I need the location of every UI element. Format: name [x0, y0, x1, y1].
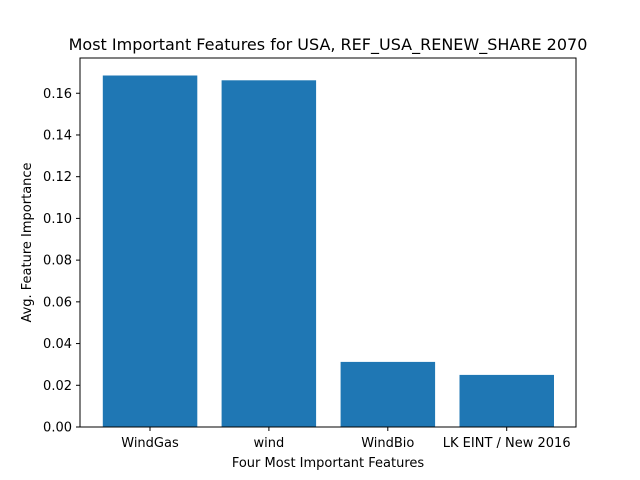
- y-axis: 0.00 0.02 0.04 0.06 0.08 0.10 0.12 0.14 0.16: [43, 87, 80, 436]
- y-tick-label-4: 0.08: [43, 254, 72, 269]
- y-tick-label-2: 0.04: [43, 337, 72, 352]
- x-tick-label-3: LK EINT / New 2016: [443, 436, 571, 451]
- y-tick-label-1: 0.02: [43, 379, 72, 394]
- x-axis-label: Four Most Important Features: [232, 456, 425, 471]
- x-tick-label-1: wind: [254, 436, 285, 451]
- y-tick-label-5: 0.10: [43, 212, 72, 227]
- bar-1: [221, 80, 317, 428]
- plot-frame: [79, 57, 577, 428]
- y-tick-label-0: 0.00: [43, 421, 72, 436]
- y-tick-label-7: 0.14: [43, 128, 72, 143]
- y-tick-label-6: 0.12: [43, 170, 72, 185]
- bar-0: [102, 75, 198, 427]
- y-axis-label: Avg. Feature Importance: [20, 162, 35, 322]
- chart-title: Most Important Features for USA, REF_USA…: [69, 35, 588, 55]
- y-tick-label-3: 0.06: [43, 295, 72, 310]
- x-tick-label-2: WindBio: [361, 436, 414, 451]
- x-axis: WindGas wind WindBio LK EINT / New 2016: [121, 427, 571, 451]
- bar-group: [102, 75, 554, 428]
- y-tick-label-8: 0.16: [43, 87, 72, 102]
- bar-3: [459, 374, 554, 427]
- x-tick-label-0: WindGas: [121, 436, 179, 451]
- bar-2: [340, 361, 436, 427]
